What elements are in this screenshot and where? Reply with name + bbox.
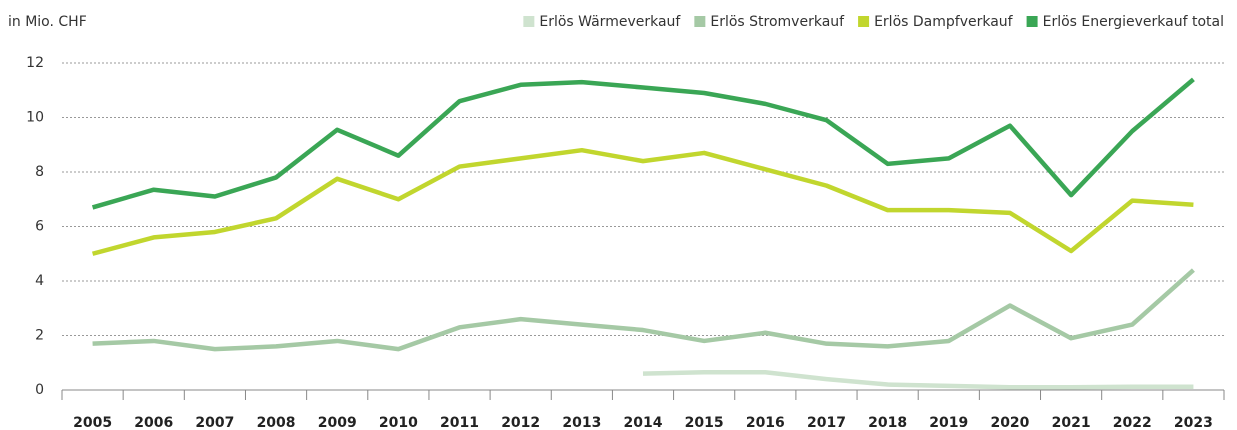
y-tick-label: 4	[35, 273, 44, 289]
legend-label: Erlös Energieverkauf total	[1043, 14, 1224, 30]
legend-swatch	[1026, 16, 1038, 27]
x-tick-label: 2007	[195, 415, 234, 430]
y-tick-label: 12	[26, 55, 44, 71]
chart-subtitle: in Mio. CHF	[8, 14, 87, 30]
x-tick-label: 2013	[562, 415, 601, 430]
series-line	[91, 147, 1194, 256]
x-tick-label: 2018	[868, 415, 907, 430]
x-tick-label: 2023	[1174, 415, 1213, 430]
x-tick-label: 2006	[134, 415, 173, 430]
legend-swatch	[694, 16, 706, 27]
x-tick-label: 2017	[807, 415, 846, 430]
series-line	[92, 268, 1195, 352]
x-tick-label: 2019	[929, 415, 968, 430]
x-tick-label: 2009	[318, 415, 357, 430]
x-tick-label: 2020	[990, 415, 1029, 430]
legend-swatch	[858, 16, 870, 27]
legend-swatch	[523, 16, 535, 27]
x-tick-label: 2012	[501, 415, 540, 430]
series-line	[642, 370, 1194, 390]
y-tick-label: 6	[35, 219, 44, 235]
x-tick-label: 2022	[1113, 415, 1152, 430]
y-tick-label: 2	[35, 328, 44, 344]
x-tick-label: 2016	[746, 415, 785, 430]
x-tick-label: 2014	[624, 415, 663, 430]
x-tick-label: 2015	[685, 415, 724, 430]
x-tick-label: 2011	[440, 415, 479, 430]
x-tick-label: 2021	[1052, 415, 1091, 430]
series-line	[91, 77, 1195, 210]
x-tick-label: 2008	[257, 415, 296, 430]
x-tick-label: 2005	[73, 415, 112, 430]
legend-label: Erlös Stromverkauf	[710, 14, 845, 30]
legend-label: Erlös Dampfverkauf	[874, 14, 1014, 30]
legend-label: Erlös Wärmeverkauf	[539, 14, 681, 30]
y-tick-label: 10	[26, 110, 44, 126]
y-tick-label: 0	[35, 382, 44, 398]
x-tick-label: 2010	[379, 415, 418, 430]
y-tick-label: 8	[35, 164, 44, 180]
